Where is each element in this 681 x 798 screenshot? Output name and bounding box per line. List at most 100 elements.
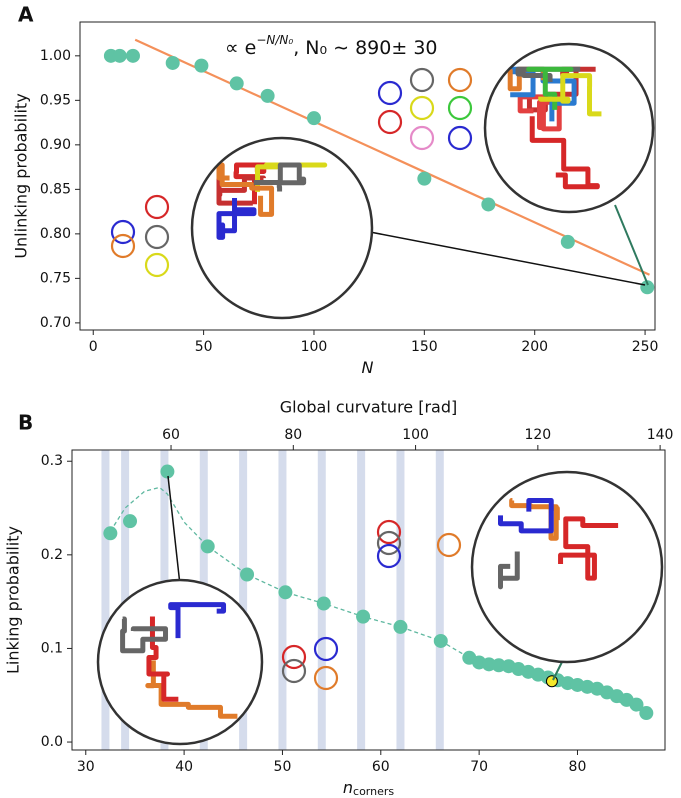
ring-icon xyxy=(144,224,170,250)
ring-icon xyxy=(144,252,170,278)
annotation-part: ∝ e xyxy=(225,37,256,59)
ring-icon xyxy=(144,194,170,220)
connector xyxy=(167,475,181,586)
x2-tick-label: 80 xyxy=(284,427,302,443)
ring-icon xyxy=(376,530,402,556)
shaded-band xyxy=(435,450,444,750)
knot-strand xyxy=(517,94,562,132)
axes-frame xyxy=(71,449,666,751)
connector xyxy=(552,659,564,681)
y-tick-label: 0.0 xyxy=(41,734,63,750)
inset-bg xyxy=(485,44,653,212)
knot-strand xyxy=(216,168,267,206)
data-point xyxy=(433,633,448,648)
knot-strand xyxy=(120,616,169,654)
ring-icon xyxy=(447,67,473,93)
y-tick-label: 0.80 xyxy=(40,226,71,242)
fit-line xyxy=(134,38,650,276)
x-tick-label: 0 xyxy=(89,339,98,355)
x-tick-label: 60 xyxy=(372,759,390,775)
connector xyxy=(614,204,649,286)
x-axis-label: N xyxy=(362,358,374,377)
ring-icon xyxy=(409,125,435,151)
x-tick-label: 40 xyxy=(175,759,193,775)
data-point xyxy=(629,697,644,712)
shaded-band xyxy=(278,450,287,750)
ring-icon xyxy=(436,532,462,558)
x-tick-label: 250 xyxy=(632,339,659,355)
data-point xyxy=(112,48,127,63)
y-tick-label: 0.2 xyxy=(41,547,63,563)
x2-tick-label: 120 xyxy=(524,427,551,443)
x2-tick-label: 60 xyxy=(162,427,180,443)
inset-border xyxy=(483,42,655,214)
ring-icon xyxy=(409,67,435,93)
ring-icon xyxy=(110,233,136,259)
data-point xyxy=(194,58,209,73)
ring-icon xyxy=(447,95,473,121)
panel-label: A xyxy=(18,3,34,27)
knot-strand xyxy=(253,162,307,192)
y-tick-label: 0.85 xyxy=(40,181,71,197)
annotation-part: , N₀ ∼ 890± 30 xyxy=(293,37,437,59)
ring-icon xyxy=(281,644,307,670)
y-tick-label: 0.90 xyxy=(40,137,71,153)
data-point xyxy=(639,706,654,721)
data-point xyxy=(103,526,118,541)
knot-strand xyxy=(538,73,602,117)
knot-strand xyxy=(216,162,275,217)
inset-knot xyxy=(98,580,262,744)
x-tick-label: 50 xyxy=(274,759,292,775)
inset-bg xyxy=(98,580,262,744)
axes-frame xyxy=(79,21,656,331)
x-axis-label-main: N xyxy=(362,358,374,377)
data-point xyxy=(125,48,140,63)
connector xyxy=(369,231,646,286)
data-point xyxy=(229,76,244,91)
x-tick-label: 50 xyxy=(195,339,213,355)
data-point xyxy=(306,111,321,126)
annotation-part: −N/N₀ xyxy=(256,33,293,47)
x-tick-label: 100 xyxy=(301,339,328,355)
knot-strand xyxy=(498,498,554,534)
data-point xyxy=(165,55,180,70)
shaded-band xyxy=(101,450,110,750)
ring-icon xyxy=(447,125,473,151)
x2-tick-label: 140 xyxy=(647,427,674,443)
knot-strand xyxy=(529,116,600,190)
x-tick-label: 80 xyxy=(569,759,587,775)
ring-icon xyxy=(313,665,339,691)
x-tick-label: 150 xyxy=(411,339,438,355)
inset-knot xyxy=(192,138,372,318)
ring-icon xyxy=(376,519,402,545)
x2-axis-label: Global curvature [rad] xyxy=(280,398,458,417)
data-point xyxy=(393,619,408,634)
inset-knot xyxy=(485,44,653,212)
knot-strand xyxy=(168,602,227,639)
data-point xyxy=(481,197,496,212)
y-tick-label: 0.1 xyxy=(41,640,63,656)
y-axis-label: Linking probability xyxy=(4,526,23,674)
ring-icon xyxy=(376,543,402,569)
data-point xyxy=(160,464,175,479)
data-point xyxy=(240,567,255,582)
ring-icon xyxy=(377,80,403,106)
knot-strand xyxy=(558,516,619,581)
knot-strand xyxy=(526,66,574,110)
y-tick-label: 1.00 xyxy=(40,48,71,64)
data-point xyxy=(417,171,432,186)
x-axis-label: ncorners xyxy=(343,778,395,798)
shaded-band xyxy=(239,450,248,750)
data-point xyxy=(356,609,371,624)
knot-strand xyxy=(498,551,520,590)
shaded-band xyxy=(357,450,366,750)
knot-strand xyxy=(216,197,257,240)
panel-label: B xyxy=(18,411,33,435)
smooth-curve xyxy=(109,486,647,714)
inset-border xyxy=(96,578,264,746)
y-axis-label: Unlinking probability xyxy=(12,93,31,258)
y-tick-label: 0.95 xyxy=(40,92,71,108)
knot-strand xyxy=(145,660,238,719)
y-tick-label: 0.75 xyxy=(40,270,71,286)
